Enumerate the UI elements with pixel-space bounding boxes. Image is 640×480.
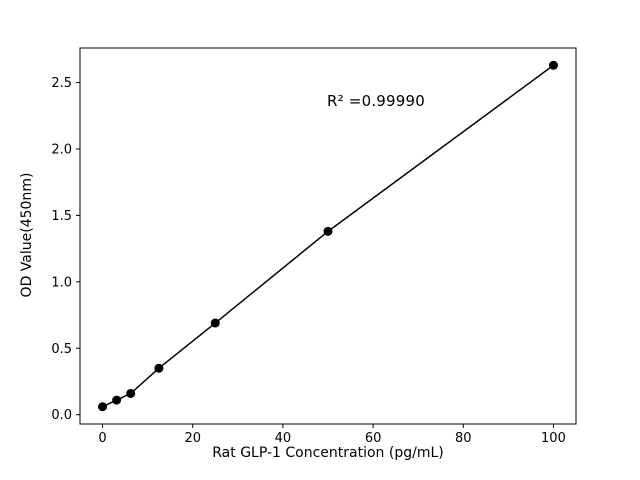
y-tick-label: 0.5: [51, 342, 72, 357]
y-tick-label: 1.5: [51, 209, 72, 224]
y-tick-label: 2.5: [51, 76, 72, 91]
x-tick-label: 20: [184, 431, 201, 446]
fit-line: [102, 64, 554, 408]
y-tick-label: 2.0: [51, 142, 72, 157]
r-squared-annotation: R² =0.99990: [327, 92, 426, 110]
y-axis-label: OD Value(450nm): [19, 172, 35, 298]
y-tick-label: 0.0: [51, 408, 72, 423]
x-tick-label: 100: [541, 431, 566, 446]
y-tick-label: 1.0: [51, 275, 72, 290]
x-tick-label: 60: [365, 431, 382, 446]
data-point-marker: [154, 363, 164, 373]
data-point-marker: [112, 395, 122, 405]
data-point-marker: [126, 388, 136, 398]
data-point-marker: [323, 226, 333, 236]
x-axis-label: Rat GLP-1 Concentration (pg/mL): [212, 445, 444, 461]
x-tick-label: 80: [455, 431, 472, 446]
x-tick-label: 0: [98, 431, 106, 446]
data-point-marker: [548, 60, 558, 70]
data-point-marker: [98, 402, 108, 412]
axes-spines: [79, 47, 577, 425]
data-point-marker: [210, 318, 220, 328]
x-tick-label: 40: [275, 431, 292, 446]
